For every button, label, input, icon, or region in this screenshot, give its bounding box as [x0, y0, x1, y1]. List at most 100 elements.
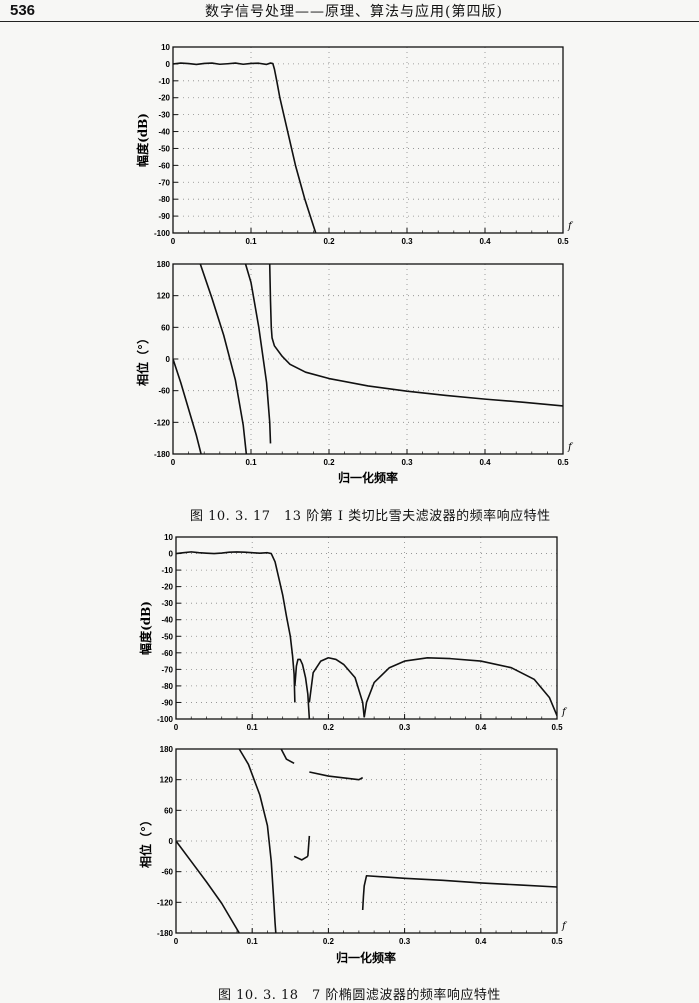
y-tick-label: -180 [157, 929, 174, 938]
y-tick-label: 60 [164, 806, 173, 815]
series-line-segment-3 [308, 656, 366, 718]
y-tick-label: -120 [157, 898, 174, 907]
x-axis-variable-label: f [567, 221, 574, 232]
plot-frame [172, 46, 564, 234]
y-tick-label: -80 [161, 682, 173, 691]
series-line-segment-1 [173, 62, 317, 234]
x-tick-label: 0.4 [475, 937, 487, 946]
x-tick-label: 0.2 [323, 458, 335, 467]
x-tick-label: 0 [171, 237, 176, 246]
series-line-segment-1 [173, 358, 202, 455]
x-tick-label: 0.5 [551, 723, 563, 732]
series-line-segment-7 [361, 874, 557, 911]
x-tick-label: 0.3 [401, 458, 413, 467]
plot-frame [175, 536, 558, 720]
header-rule [0, 21, 699, 22]
x-tick-label: 0.5 [557, 237, 569, 246]
x-axis-variable-label: f [561, 707, 568, 718]
x-tick-label: 0 [171, 458, 176, 467]
y-tick-label: 120 [160, 776, 174, 785]
x-tick-label: 0.2 [323, 723, 335, 732]
y-tick-label: -100 [154, 229, 171, 238]
figure-caption-10-3-18: 图 10. 3. 18 7 阶椭圆滤波器的频率响应特性 [218, 988, 501, 1003]
series-line-segment-2 [238, 748, 277, 934]
y-tick-label: -50 [161, 632, 173, 641]
y-tick-label: -60 [158, 161, 170, 170]
x-axis-label: 归一化频率 [336, 950, 396, 965]
x-tick-label: 0.5 [551, 937, 563, 946]
y-tick-label: 0 [166, 60, 171, 69]
y-tick-label: -60 [158, 387, 170, 396]
series-line-segment-6 [309, 771, 364, 781]
y-tick-label: -70 [161, 665, 173, 674]
chart-panel-1: 0 0.1 0.2 0.3 0.4 0.5 10 0 -10 -20 -30 -40 -50 -60 -70… [135, 43, 574, 246]
series-line-segment-3 [244, 263, 272, 444]
x-tick-label: 0.2 [323, 237, 335, 246]
y-tick-label: 180 [160, 745, 174, 754]
x-axis-variable-label: f [567, 442, 574, 453]
x-tick-label: 0.2 [323, 937, 335, 946]
series-line-segment-4 [293, 855, 309, 861]
x-tick-label: 0.4 [475, 723, 487, 732]
y-tick-label: -30 [158, 111, 170, 120]
x-tick-label: 0.3 [401, 237, 413, 246]
y-tick-label: 0 [169, 550, 174, 559]
y-axis-label: 相位（°） [135, 332, 150, 386]
y-tick-label: 60 [161, 323, 170, 332]
x-axis-label: 归一化频率 [338, 470, 398, 485]
y-tick-label: -10 [161, 566, 173, 575]
x-tick-label: 0.5 [557, 458, 569, 467]
y-tick-label: -180 [154, 450, 171, 459]
series-line-segment-2 [294, 658, 311, 720]
y-tick-label: -40 [161, 616, 173, 625]
x-tick-label: 0.1 [245, 458, 257, 467]
x-tick-label: 0.1 [247, 723, 259, 732]
series-line-segment-4 [363, 656, 557, 718]
y-axis-label: 幅度(dB) [138, 601, 153, 655]
y-tick-label: -70 [158, 178, 170, 187]
figure-caption-10-3-17: 图 10. 3. 17 13 阶第 I 类切比雪夫滤波器的频率响应特性 [190, 509, 551, 524]
y-tick-label: -30 [161, 599, 173, 608]
y-tick-label: -60 [161, 649, 173, 658]
x-tick-label: 0.3 [399, 723, 411, 732]
page-header: 536 数字信号处理——原理、算法与应用(第四版) [0, 0, 699, 22]
y-tick-label: -90 [158, 212, 170, 221]
x-tick-label: 0.4 [479, 458, 491, 467]
y-tick-label: 10 [161, 43, 170, 52]
chart-panel-3: 0 0.1 0.2 0.3 0.4 0.5 10 0 -10 -20 -30 -40 -50 -60 -70… [138, 533, 568, 732]
y-tick-label: 120 [157, 292, 171, 301]
y-tick-label: -20 [158, 94, 170, 103]
y-tick-label: -90 [161, 698, 173, 707]
y-tick-label: -20 [161, 583, 173, 592]
x-tick-label: 0.4 [479, 237, 491, 246]
y-tick-label: -10 [158, 77, 170, 86]
y-tick-label: -60 [161, 868, 173, 877]
series-line-segment-3 [280, 748, 295, 765]
y-tick-label: -100 [157, 715, 174, 724]
running-title: 数字信号处理——原理、算法与应用(第四版) [205, 4, 503, 20]
y-tick-label: -40 [158, 128, 170, 137]
x-tick-label: 0 [174, 937, 179, 946]
y-tick-label: 180 [157, 260, 171, 269]
x-tick-label: 0 [174, 723, 179, 732]
x-tick-label: 0.3 [399, 937, 411, 946]
chart-panel-2: 0 0.1 0.2 0.3 0.4 0.5 180 120 60 0 -60 -120 -180 f 相位（… [135, 260, 574, 485]
series-line-segment-2 [199, 263, 248, 455]
chart-panel-4: 0 0.1 0.2 0.3 0.4 0.5 180 120 60 0 -60 -120 -180 f 相位（… [138, 745, 568, 965]
x-tick-label: 0.1 [245, 237, 257, 246]
x-axis-variable-label: f [561, 921, 568, 932]
series-line-segment-5 [307, 835, 311, 857]
y-tick-label: 0 [166, 355, 171, 364]
y-tick-label: -50 [158, 144, 170, 153]
x-tick-label: 0.1 [247, 937, 259, 946]
y-axis-label: 幅度(dB) [135, 113, 150, 167]
page-number: 536 [10, 2, 36, 19]
series-line-segment-4 [268, 263, 563, 407]
y-tick-label: -120 [154, 418, 171, 427]
y-tick-label: 10 [164, 533, 173, 542]
series-line-segment-1 [176, 840, 240, 934]
y-tick-label: -80 [158, 195, 170, 204]
series-line-segment-1 [176, 551, 296, 703]
y-tick-label: 0 [169, 837, 174, 846]
